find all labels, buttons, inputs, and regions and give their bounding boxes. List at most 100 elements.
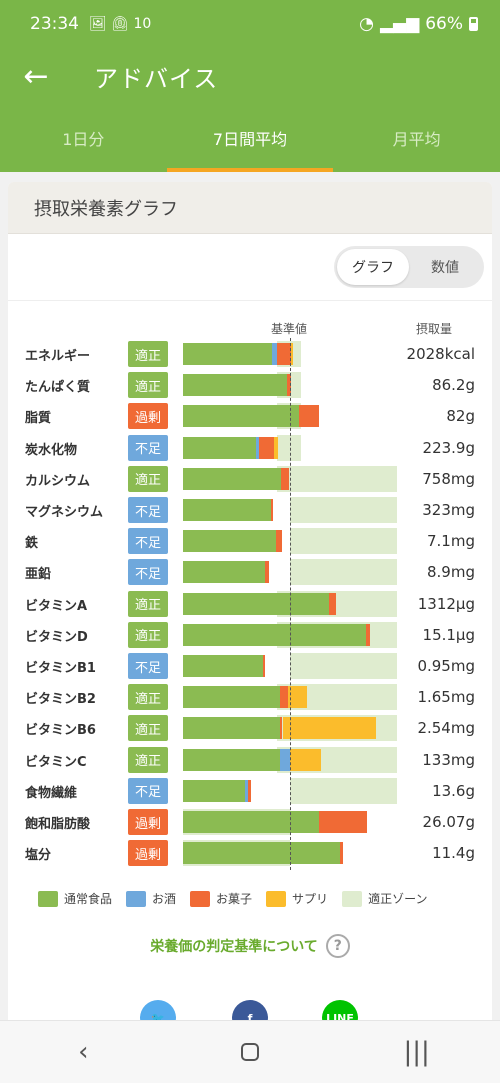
bar-segment-sweets (276, 530, 283, 553)
card-title: 摂取栄養素グラフ (8, 182, 492, 234)
bar-area (183, 464, 398, 495)
intake-value: 1312μg (417, 594, 475, 613)
bar-segment-supplement (291, 343, 294, 365)
status-badge: 過剰 (128, 840, 175, 867)
legend-label: 通常食品 (64, 892, 113, 906)
status-right: ◔ ▂▄▆ 66% (359, 14, 478, 34)
bar-segment-sweets (286, 374, 292, 397)
help-icon[interactable]: ? (325, 934, 350, 958)
bar-segment-sweets (281, 467, 289, 490)
bar-segment-sweets (248, 779, 252, 802)
legend-label: お菓子 (216, 892, 253, 906)
bar-segment-normal (183, 436, 256, 459)
nutrient-name: 塩分 (25, 848, 52, 864)
arrow-left-icon: ← (23, 58, 49, 94)
intake-label: 摂取量 (416, 322, 453, 336)
nutrient-name: ビタミンB6 (25, 723, 96, 739)
status-badge: 適正 (128, 621, 175, 648)
battery-level: 66% (425, 14, 463, 34)
bar-area (183, 495, 398, 526)
reference-label: 基準値 (271, 322, 308, 336)
nutrient-graph-card: 摂取栄養素グラフ グラフ 数値 基準値 摂取量 エネルギー 適正 2028kcal た… (8, 182, 492, 1082)
status-badge: 不足 (128, 497, 175, 523)
legend-label: サプリ (292, 892, 329, 906)
nutrient-name: ビタミンB2 (25, 692, 96, 708)
bar-segment-normal (183, 374, 287, 397)
legend-swatch (342, 890, 363, 907)
bar-segment-normal (183, 811, 319, 833)
tab-7day-average[interactable]: 7日間平均 (166, 104, 334, 172)
bar-segment-normal (183, 686, 281, 709)
legend-swatch (190, 890, 211, 907)
bar-area (183, 745, 398, 776)
bar-segment-sweets (277, 343, 292, 365)
intake-value: 7.1mg (427, 532, 475, 551)
status-badge: 適正 (128, 341, 175, 367)
tab-monthly-average[interactable]: 月平均 (392, 130, 441, 149)
legend-swatch (266, 890, 287, 907)
status-badge: 過剰 (128, 809, 175, 835)
back-nav-button[interactable]: ‹ (53, 1032, 113, 1072)
bar-area (183, 713, 398, 744)
intake-value: 11.4g (432, 844, 475, 863)
nutrient-row: エネルギー 適正 2028kcal (8, 339, 492, 370)
intake-value: 1.65mg (417, 688, 475, 707)
legend-label: お酒 (152, 892, 177, 906)
intake-value: 2028kcal (406, 345, 475, 363)
signal-icon: ▂▄▆ (379, 14, 420, 34)
legend-item: サプリ (266, 890, 328, 907)
chevron-left-icon: ‹ (78, 1037, 89, 1067)
bar-area (183, 651, 398, 682)
intake-value: 13.6g (432, 781, 475, 800)
bar-area (183, 682, 398, 713)
nutrient-name: 炭水化物 (25, 442, 78, 458)
nutrient-name: 飽和脂肪酸 (25, 817, 91, 832)
bar-segment-supplement (282, 717, 376, 740)
bar-area (183, 557, 398, 588)
adequate-zone (277, 465, 397, 492)
bar-segment-normal (183, 842, 341, 865)
bar-segment-normal (183, 467, 282, 490)
status-badge: 不足 (128, 653, 175, 679)
bar-segment-normal (183, 717, 281, 740)
bar-area (183, 807, 398, 838)
bar-segment-sweets (265, 561, 269, 584)
bar-segment-sweets (328, 592, 336, 615)
bar-area (183, 838, 398, 869)
bar-segment-supplement (287, 686, 308, 709)
nutrient-name: 亜鉛 (25, 567, 52, 583)
adequate-zone (290, 777, 397, 804)
back-button[interactable]: ← (0, 48, 72, 104)
nutrient-row: カルシウム 適正 758mg (8, 464, 492, 495)
nutrient-row: 塩分 過剰 11.4g (8, 838, 492, 869)
bar-segment-normal (183, 499, 271, 521)
toggle-graph[interactable]: グラフ (337, 249, 409, 285)
tab-daily[interactable]: 1日分 (62, 130, 105, 149)
bar-segment-normal (183, 655, 264, 677)
toggle-values[interactable]: 数値 (431, 260, 459, 276)
nutrient-row: 飽和脂肪酸 過剰 26.07g (8, 807, 492, 838)
home-icon (240, 1043, 259, 1061)
bar-segment-sweets (318, 811, 368, 833)
nutrient-name: 食物繊維 (25, 785, 78, 801)
bar-segment-sweets (280, 717, 283, 740)
bar-segment-normal (183, 561, 266, 584)
system-nav-bar: ‹ ||| (0, 1020, 500, 1083)
legend-item: 適正ゾーン (342, 890, 427, 907)
bar-segment-sweets (340, 842, 344, 865)
adequate-zone (290, 528, 397, 555)
status-badge: 適正 (128, 746, 175, 773)
intake-value: 758mg (422, 469, 475, 488)
page-title: アドバイス (94, 64, 219, 93)
bar-area (183, 370, 398, 401)
criteria-link-text[interactable]: 栄養価の判定基準について (150, 939, 318, 955)
legend-item: お菓子 (190, 890, 252, 907)
bar-segment-normal (183, 343, 272, 365)
nutrient-name: ビタミンD (25, 629, 88, 645)
nutrient-row: ビタミンB2 適正 1.65mg (8, 682, 492, 713)
home-nav-button[interactable] (220, 1032, 280, 1072)
nutrient-row: 炭水化物 不足 223.9g (8, 433, 492, 464)
status-badge: 適正 (128, 715, 175, 742)
criteria-link[interactable]: 栄養価の判定基準について ? (8, 934, 492, 958)
recents-nav-button[interactable]: ||| (387, 1032, 447, 1072)
